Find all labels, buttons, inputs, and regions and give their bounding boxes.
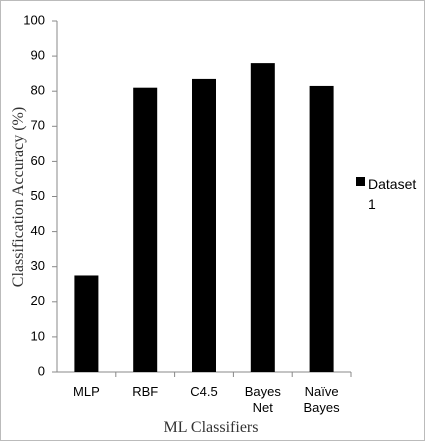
bar	[309, 85, 334, 372]
x-axis-title: ML Classifiers	[163, 419, 259, 436]
bar	[192, 78, 216, 372]
y-tick-label: 80	[31, 83, 45, 98]
legend-swatch	[356, 177, 365, 186]
bar	[133, 87, 158, 372]
y-tick-label: 100	[23, 12, 45, 27]
y-tick-label: 0	[38, 363, 45, 378]
x-tick-label: MLP	[73, 384, 100, 399]
y-tick-label: 40	[31, 223, 45, 238]
x-tick-label: C4.5	[190, 384, 218, 399]
bar	[250, 63, 275, 373]
y-tick-label: 50	[31, 188, 45, 203]
bar	[74, 275, 99, 372]
legend-label: Dataset 1	[368, 176, 417, 212]
y-tick-label: 20	[31, 293, 45, 308]
y-tick-label: 10	[31, 328, 45, 343]
x-tick-label: Bayes Net	[244, 384, 281, 415]
y-tick-label: 30	[31, 258, 45, 273]
x-tick-label: Naïve Bayes	[303, 384, 340, 415]
x-tick-label: RBF	[132, 384, 159, 399]
y-tick-label: 90	[31, 48, 45, 63]
y-axis-title: Classification Accuracy (%)	[10, 106, 27, 288]
y-tick-label: 70	[31, 118, 45, 133]
y-tick-label: 60	[31, 153, 45, 168]
